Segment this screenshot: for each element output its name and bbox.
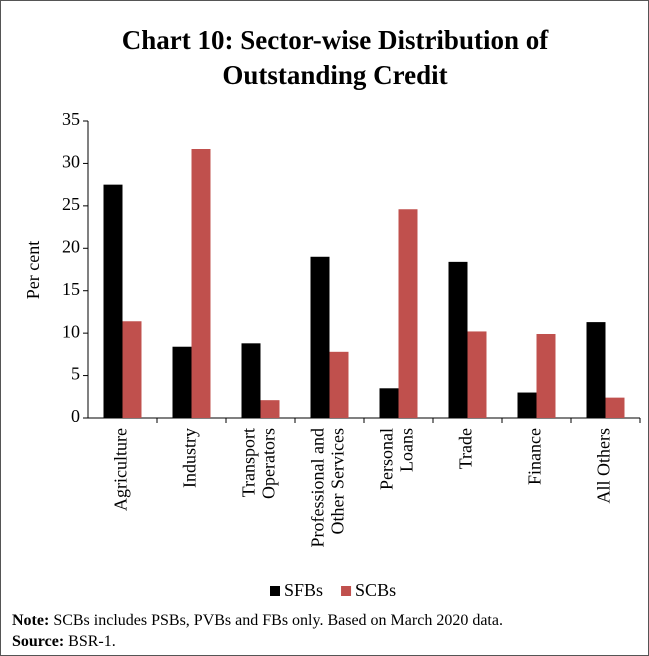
- x-tick-label: Operators: [259, 428, 279, 499]
- note-text: SCBs includes PSBs, PVBs and FBs only. B…: [53, 612, 503, 629]
- legend-swatch: [341, 586, 352, 596]
- chart-title: Chart 10: Sector-wise Distribution of: [122, 25, 549, 55]
- bar: [586, 322, 606, 418]
- x-tick-label: All Others: [594, 428, 614, 504]
- x-tick-label: Personal: [377, 428, 397, 490]
- bar: [103, 184, 123, 418]
- bar: [605, 397, 625, 418]
- y-tick-label: 25: [62, 194, 80, 214]
- bar: [379, 388, 399, 418]
- bar: [260, 400, 280, 418]
- bar: [398, 209, 418, 418]
- x-tick-label: Transport: [239, 428, 259, 497]
- x-tick-label: Loans: [397, 428, 417, 472]
- legend-swatch: [270, 586, 280, 596]
- chart-title: Outstanding Credit: [222, 60, 447, 90]
- note-label: Note:: [12, 612, 49, 629]
- y-axis-label: Per cent: [23, 241, 43, 299]
- source-text: BSR-1.: [68, 633, 116, 650]
- bar: [122, 321, 142, 418]
- x-tick-label: Professional and: [308, 428, 328, 547]
- y-tick-label: 30: [62, 152, 80, 172]
- legend-label: SFBs: [284, 580, 323, 600]
- x-tick-label: Finance: [525, 428, 545, 485]
- legend-label: SCBs: [355, 580, 396, 600]
- bar: [329, 351, 349, 418]
- x-tick-label: Trade: [456, 428, 476, 469]
- y-tick-label: 20: [62, 236, 80, 256]
- y-tick-label: 10: [62, 321, 80, 341]
- bar: [536, 333, 556, 418]
- bar: [467, 331, 487, 418]
- source-label: Source:: [12, 633, 64, 650]
- note: Note: SCBs includes PSBs, PVBs and FBs o…: [12, 612, 503, 629]
- bar: [172, 346, 192, 418]
- y-tick-label: 5: [71, 364, 80, 384]
- bar: [448, 261, 468, 418]
- bar: [517, 392, 537, 418]
- bar: [191, 149, 211, 418]
- y-tick-label: 15: [62, 279, 80, 299]
- bar: [241, 343, 261, 418]
- bar: [310, 256, 330, 418]
- x-tick-label: Agriculture: [111, 428, 131, 511]
- x-tick-label: Industry: [180, 428, 200, 488]
- x-tick-label: Other Services: [328, 428, 348, 534]
- source: Source: BSR-1.: [12, 633, 116, 650]
- y-tick-label: 0: [71, 406, 80, 426]
- y-tick-label: 35: [62, 109, 80, 129]
